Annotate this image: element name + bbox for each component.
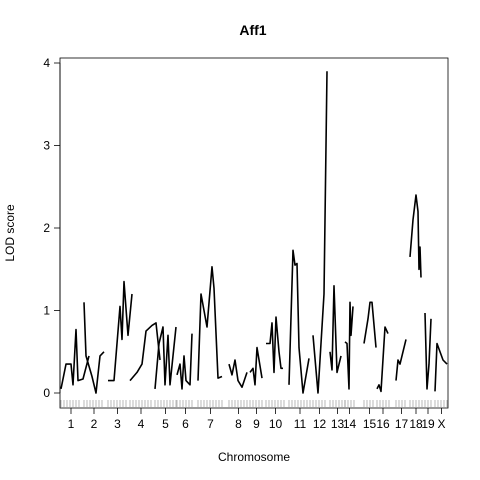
chart-title: Aff1	[239, 22, 266, 38]
x-tick-label: 16	[376, 417, 390, 431]
y-axis-label: LOD score	[3, 204, 17, 262]
x-tick-label: 15	[363, 417, 377, 431]
lod-line-chr-13	[329, 284, 342, 374]
x-tick-label: 3	[114, 417, 121, 431]
lod-line-chr-17	[395, 339, 407, 381]
x-tick-label: 5	[162, 417, 169, 431]
plot-frame	[59, 57, 449, 409]
lod-line-chr-15	[363, 301, 377, 348]
lod-line-chr-18	[409, 194, 422, 278]
lod-line-chr-2	[83, 302, 105, 394]
x-tick-label: 11	[294, 417, 307, 431]
x-tick-label: 8	[235, 417, 242, 431]
y-tick-label: 1	[43, 304, 50, 318]
x-tick-label: 19	[421, 417, 435, 431]
lod-line-chr-10	[266, 316, 283, 374]
marker-rug	[60, 400, 448, 407]
x-tick-label: 13	[331, 417, 345, 431]
lod-line-chr-5	[154, 326, 177, 389]
lod-line-chr-X	[434, 342, 448, 392]
y-axis: 0 1 2 3 4	[43, 56, 61, 400]
x-tick-label: 17	[395, 417, 409, 431]
x-tick-label: 7	[207, 417, 214, 431]
x-tick-label: 2	[91, 417, 98, 431]
lod-line-chr-19	[424, 312, 432, 390]
lod-line-chr-16	[376, 326, 389, 393]
lod-line-chr-9	[249, 346, 263, 386]
lod-line-chr-8	[228, 359, 248, 389]
lod-line-chr-3	[108, 280, 133, 382]
lod-line-chr-14	[344, 301, 354, 390]
x-tick-label: 10	[269, 417, 283, 431]
x-tick-label: 9	[253, 417, 260, 431]
lod-line-chr-6	[176, 333, 193, 390]
x-axis-label: Chromosome	[218, 450, 290, 464]
lod-line-chr-7	[197, 265, 223, 381]
y-tick-label: 4	[43, 56, 50, 70]
y-tick-label: 2	[43, 221, 50, 235]
x-tick-label: 18	[409, 417, 423, 431]
x-tick-label: 14	[343, 417, 357, 431]
lod-line-chr-4	[129, 322, 161, 382]
lod-line-chr-11	[288, 249, 310, 394]
lod-line-chr-1	[60, 328, 90, 390]
x-tick-label: X	[437, 417, 445, 431]
x-tick-label: 4	[138, 417, 145, 431]
x-tick-label: 12	[313, 417, 327, 431]
x-tick-label: 6	[182, 417, 189, 431]
x-tick-label: 1	[68, 417, 75, 431]
lod-line-chr-12	[312, 71, 328, 394]
y-tick-label: 3	[43, 139, 50, 153]
y-tick-label: 0	[43, 386, 50, 400]
lod-curves	[60, 71, 448, 394]
